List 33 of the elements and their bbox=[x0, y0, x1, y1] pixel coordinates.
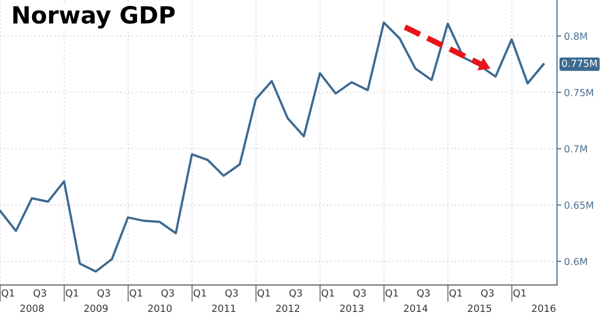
annotation: 0.775M bbox=[562, 60, 597, 68]
x2-tick-label: 2009 bbox=[84, 304, 108, 312]
x-tick-label: Q1 bbox=[449, 289, 462, 298]
x-tick-label: Q3 bbox=[34, 289, 46, 298]
x-tick-label: Q3 bbox=[97, 289, 110, 298]
x2-tick-label: 2013 bbox=[340, 304, 364, 312]
x2-tick-label: 2011 bbox=[212, 304, 236, 312]
x2-tick-label: 2012 bbox=[276, 304, 300, 312]
x2-tick-label: 2014 bbox=[404, 304, 428, 312]
y-tick-label: 0.6M bbox=[564, 258, 587, 266]
x-tick-label: Q3 bbox=[225, 289, 238, 298]
x-tick-label: Q1 bbox=[322, 289, 334, 298]
y-tick-label: 0.8M bbox=[564, 32, 587, 40]
x-tick-label: Q1 bbox=[66, 289, 78, 298]
x-tick-label: Q3 bbox=[417, 289, 430, 298]
x-tick-label: Q1 bbox=[513, 289, 526, 298]
x-tick-label: Q1 bbox=[258, 289, 270, 298]
x-tick-label: Q1 bbox=[2, 289, 14, 298]
x-tick-label: Q3 bbox=[481, 289, 494, 298]
x-tick-label: Q3 bbox=[353, 289, 366, 298]
x2-tick-label: 2016 bbox=[532, 304, 556, 312]
x2-tick-label: 2010 bbox=[148, 304, 172, 312]
x-tick-label: Q1 bbox=[386, 289, 398, 298]
x-tick-label: Q1 bbox=[130, 289, 142, 298]
x-tick-label: Q3 bbox=[289, 289, 302, 298]
x2-tick-label: 2015 bbox=[468, 304, 492, 312]
y-tick-label: 0.65M bbox=[564, 202, 594, 209]
x-tick-label: Q1 bbox=[194, 289, 206, 298]
y-tick-label: 0.75M bbox=[564, 88, 594, 96]
x-tick-label: Q3 bbox=[161, 289, 174, 298]
y-tick-label: 0.7M bbox=[564, 145, 587, 153]
chart-title: Norway GDP bbox=[13, 6, 175, 29]
x2-tick-label: 2008 bbox=[20, 304, 44, 312]
